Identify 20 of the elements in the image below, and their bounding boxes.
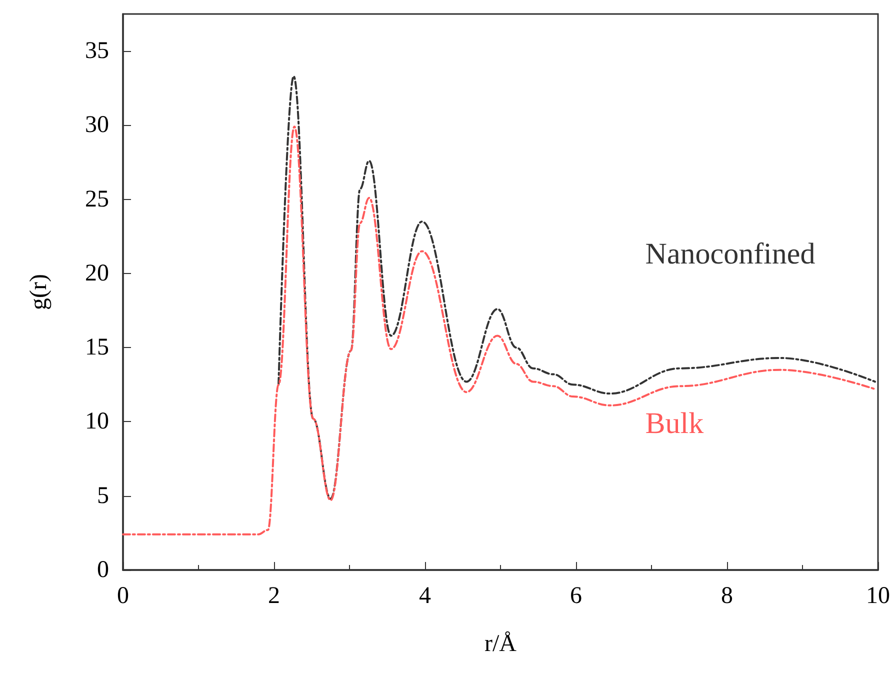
y-tick-label: 10 [85,408,109,435]
line-series [122,126,876,536]
x-tick-label: 8 [721,583,733,609]
y-tick-label: 0 [97,557,109,583]
y-tick-label: 35 [85,38,109,64]
y-tick-label: 25 [85,186,109,212]
y-tick-label: 30 [85,112,109,138]
x-tick-label: 6 [570,583,582,609]
series-label: Bulk [645,407,704,440]
x-tick-label: 0 [117,583,129,609]
text: Nanoconfined [645,238,816,271]
x-tick-label: 10 [866,583,890,609]
x-tick-label: 4 [419,583,431,609]
line-series [278,75,876,500]
y-tick-label: 15 [85,334,109,361]
x-tick-label: 2 [268,583,280,609]
y-tick-label: 20 [85,260,109,286]
x-axis-title: r/Å [484,631,518,657]
y-axis-title: g(r) [26,274,52,310]
y-tick-label: 5 [97,482,109,509]
